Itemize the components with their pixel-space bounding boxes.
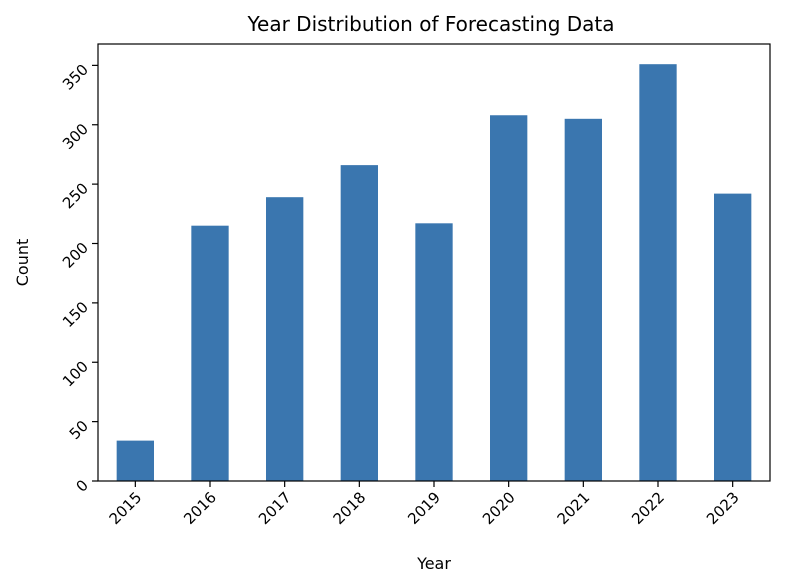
plot-frame: [97, 43, 771, 482]
bar-2022: [639, 64, 677, 481]
bar-2020: [490, 115, 528, 481]
x-tick-label: 2020: [479, 488, 519, 528]
x-tick-label: 2018: [330, 488, 370, 528]
y-tick-label: 100: [59, 358, 92, 391]
x-axis-label: Year: [416, 554, 451, 573]
x-tick-label: 2015: [106, 488, 146, 528]
y-tick-label: 50: [66, 417, 92, 443]
y-tick-label: 300: [59, 120, 92, 153]
y-tick-label: 250: [59, 179, 92, 212]
x-tick-label: 2022: [628, 488, 668, 528]
y-tick-label: 150: [59, 298, 92, 331]
bar-2016: [191, 225, 229, 481]
chart-title: Year Distribution of Forecasting Data: [246, 12, 614, 36]
x-axis: 2015 2016 2017 2018 2019 2020 2021 2022 2023: [106, 481, 743, 528]
bar-2018: [340, 165, 378, 481]
y-tick-label: 350: [59, 61, 92, 94]
bar-2023: [714, 193, 752, 481]
x-tick-label: 2019: [404, 488, 444, 528]
x-tick-label: 2016: [180, 488, 220, 528]
x-tick-label: 2023: [703, 488, 743, 528]
y-axis-label: Count: [13, 239, 32, 287]
bar-2015: [116, 440, 154, 481]
x-tick-label: 2017: [255, 488, 295, 528]
bar-2021: [564, 118, 602, 481]
x-tick-label: 2021: [554, 488, 594, 528]
y-tick-label: 0: [73, 476, 92, 495]
y-tick-label: 200: [59, 239, 92, 272]
y-axis: 0 50 100 150 200 250 300 350: [59, 61, 98, 496]
bar-2017: [266, 197, 304, 481]
bars-group: [116, 64, 752, 481]
bar-2019: [415, 223, 453, 481]
